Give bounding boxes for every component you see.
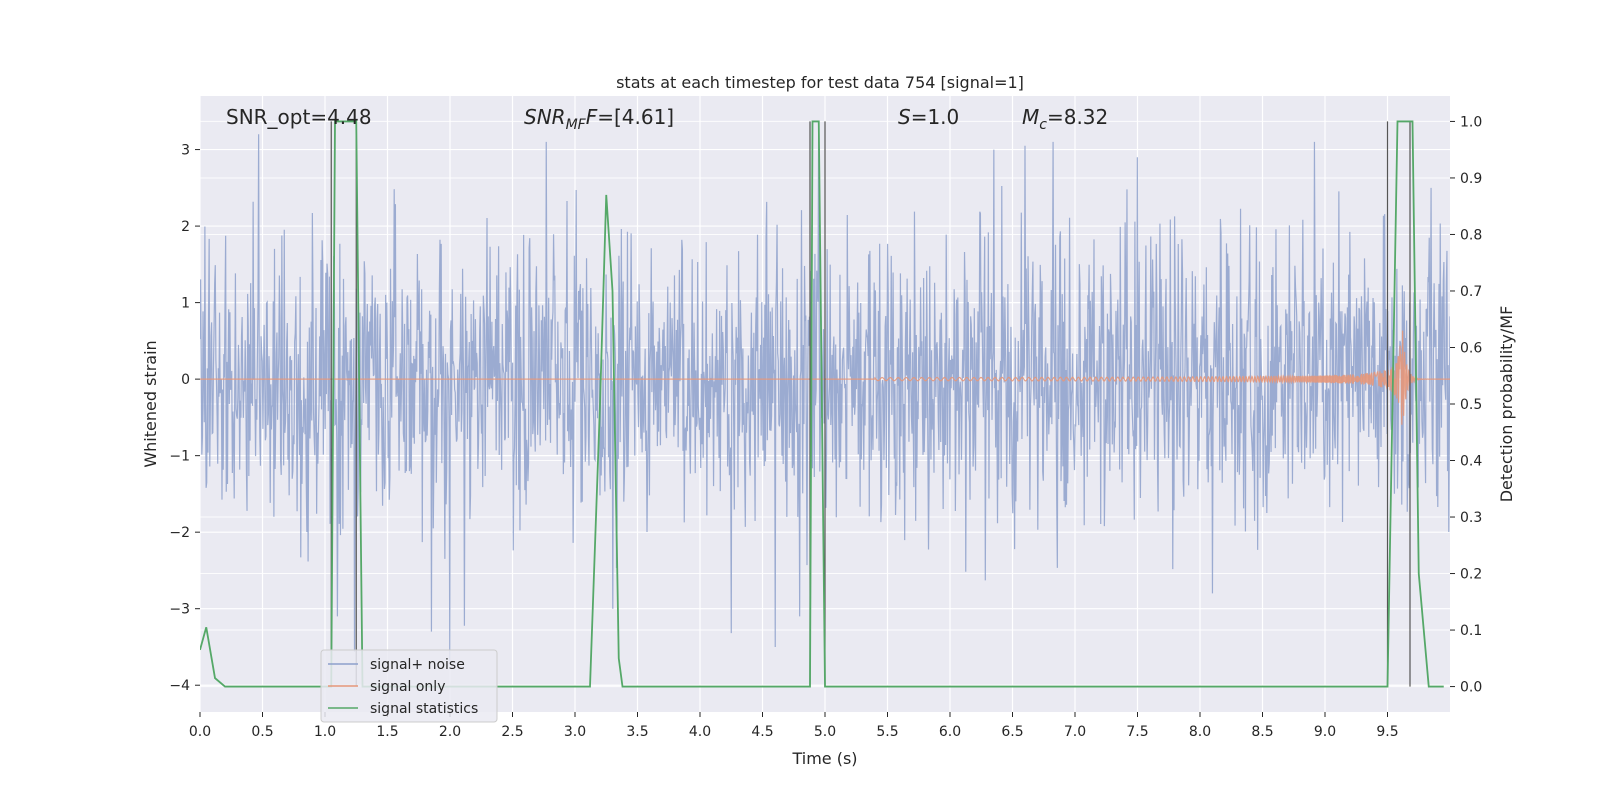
annotation-mc: Mc=8.32 xyxy=(1022,105,1108,133)
chart-title: stats at each timestep for test data 754… xyxy=(616,73,1024,92)
annotation-snr-opt: SNR_opt=4.48 xyxy=(226,105,372,129)
y2-tick-label-2: 0.8 xyxy=(1460,227,1482,243)
x-axis-ticks: 0.0 0.5 1.0 1.5 2.0 2.5 3.0 3.5 4.0 4.5 5.0 5.5 6.0 6… xyxy=(189,712,1399,740)
y2-tick-label-9: 0.1 xyxy=(1460,623,1482,639)
x-tick-label-6: 3.0 xyxy=(564,724,586,740)
x-tick-label-9: 4.5 xyxy=(751,724,773,740)
x-tick-label-13: 6.5 xyxy=(1001,724,1023,740)
x-tick-label-8: 4.0 xyxy=(689,724,711,740)
y2-tick-label-7: 0.3 xyxy=(1460,510,1482,526)
y-tick-label-3: 0 xyxy=(181,372,190,388)
legend: signal+ noise signal only signal statist… xyxy=(320,649,498,723)
y2-axis-label: Detection probability/MF xyxy=(1497,306,1516,503)
x-tick-label-5: 2.5 xyxy=(501,724,523,740)
series-signal-statistics xyxy=(200,120,1444,688)
x-tick-label-10: 5.0 xyxy=(814,724,836,740)
y-axis-ticks: 3 2 1 0 −1 −2 −3 −4 xyxy=(169,143,200,694)
x-tick-label-7: 3.5 xyxy=(626,724,648,740)
y2-axis-ticks: 1.0 0.9 0.8 0.7 0.6 0.5 0.4 0.3 0.2 0.1 0.0 xyxy=(1450,114,1482,696)
y-tick-label-2: 1 xyxy=(181,296,190,312)
x-tick-label-15: 7.5 xyxy=(1126,724,1148,740)
x-tick-label-2: 1.0 xyxy=(314,724,336,740)
x-axis-label: Time (s) xyxy=(791,749,857,768)
x-tick-label-17: 8.5 xyxy=(1251,724,1273,740)
y2-tick-label-0: 1.0 xyxy=(1460,114,1482,130)
legend-label-signal-statistics: signal statistics xyxy=(370,701,478,717)
y-tick-label-6: −3 xyxy=(169,602,190,618)
y2-tick-label-10: 0.0 xyxy=(1460,680,1482,696)
y2-tick-label-1: 0.9 xyxy=(1460,171,1482,187)
x-tick-label-4: 2.0 xyxy=(439,724,461,740)
x-tick-label-0: 0.0 xyxy=(189,724,211,740)
y-tick-label-5: −2 xyxy=(169,525,190,541)
x-tick-label-19: 9.5 xyxy=(1376,724,1398,740)
y-tick-label-0: 3 xyxy=(181,143,190,159)
y-tick-label-1: 2 xyxy=(181,219,190,235)
x-tick-label-3: 1.5 xyxy=(376,724,398,740)
x-tick-label-14: 7.0 xyxy=(1064,724,1086,740)
legend-label-signal-only: signal only xyxy=(370,679,445,695)
annotation-snr-mf: SNRMFF=[4.61] xyxy=(524,105,674,133)
y-tick-label-7: −4 xyxy=(169,678,190,694)
y2-tick-label-5: 0.5 xyxy=(1460,397,1482,413)
y2-tick-label-8: 0.2 xyxy=(1460,567,1482,583)
y-tick-label-4: −1 xyxy=(169,449,190,465)
y2-tick-label-3: 0.7 xyxy=(1460,284,1482,300)
x-tick-label-11: 5.5 xyxy=(876,724,898,740)
y2-tick-label-4: 0.6 xyxy=(1460,340,1482,356)
legend-label-signal-noise: signal+ noise xyxy=(370,657,465,673)
series-signal-only xyxy=(200,330,1450,425)
y-axis-label: Whitened strain xyxy=(141,340,160,467)
x-tick-label-16: 8.0 xyxy=(1189,724,1211,740)
annotation-s: S=1.0 xyxy=(898,105,959,129)
x-tick-label-18: 9.0 xyxy=(1314,724,1336,740)
x-tick-label-12: 6.0 xyxy=(939,724,961,740)
legend-box xyxy=(320,649,498,723)
x-tick-label-1: 0.5 xyxy=(251,724,273,740)
y2-tick-label-6: 0.4 xyxy=(1460,454,1482,470)
